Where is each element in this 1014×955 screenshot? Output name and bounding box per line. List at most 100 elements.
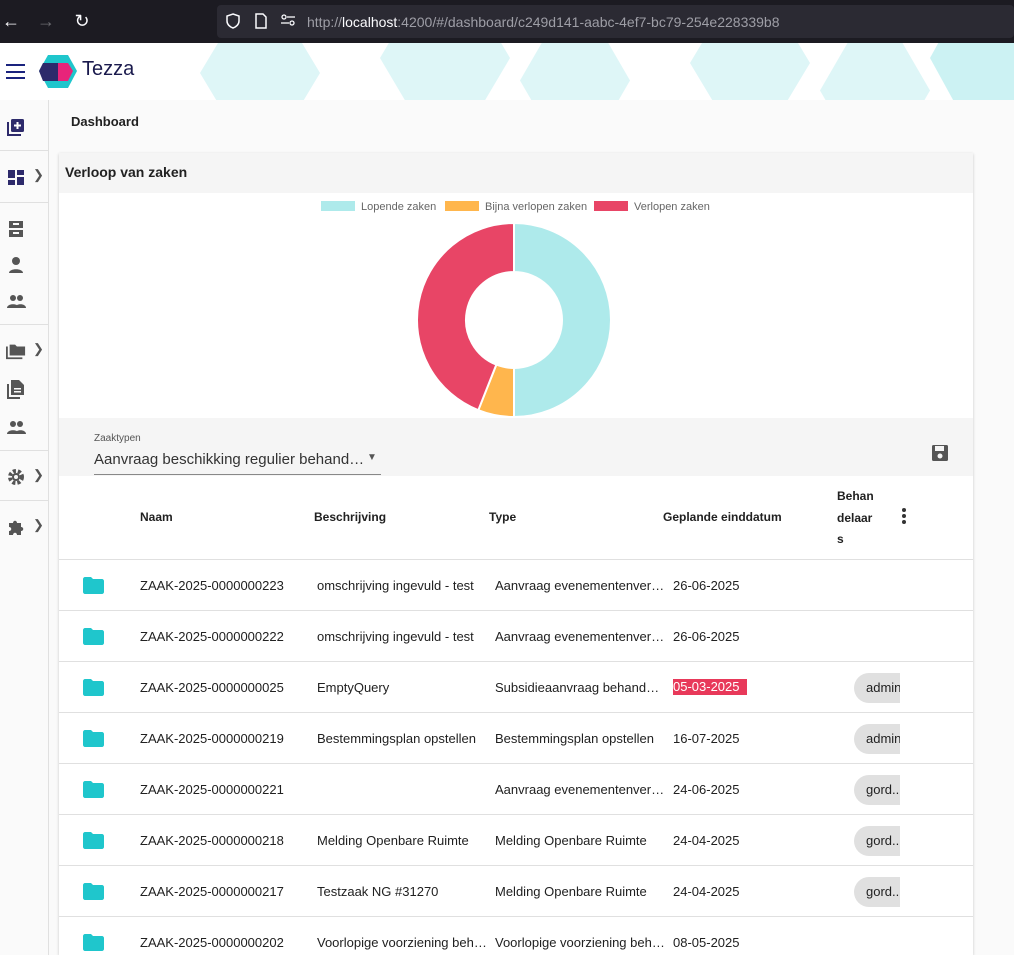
address-bar[interactable]: http://localhost:4200/#/dashboard/c249d1… [217, 5, 1014, 38]
shield-icon[interactable] [224, 13, 242, 31]
zaaktypen-select[interactable]: Aanvraag beschikking regulier behand… [94, 451, 365, 468]
donut-chart [416, 221, 612, 419]
column-menu-icon[interactable] [899, 508, 909, 526]
url-text[interactable]: http://localhost:4200/#/dashboard/c249d1… [307, 14, 780, 30]
table-row[interactable]: ZAAK-2025-0000000219 Bestemmingsplan opst… [59, 713, 973, 764]
chevron-right-icon: ❯ [33, 467, 44, 482]
browser-toolbar: ← → ↻ http://localhost:4200/#/dashboard/… [0, 0, 1014, 43]
sidebar-divider [0, 500, 49, 501]
behandelaar-chip[interactable]: gord.. [854, 775, 900, 805]
chevron-right-icon: ❯ [33, 517, 44, 532]
cell-einddatum: 16-07-2025 [673, 731, 740, 746]
cell-naam: ZAAK-2025-0000000222 [140, 629, 284, 644]
behandelaar-chip[interactable]: admin [854, 673, 900, 703]
table-row[interactable]: ZAAK-2025-0000000217 Testzaak NG #31270 Me… [59, 866, 973, 917]
back-arrow-icon[interactable]: ← [2, 11, 20, 31]
cell-beschrijving: Voorlopige voorziening behandelen [317, 935, 487, 950]
legend-swatch [321, 201, 355, 211]
sidebar-item-dashboard[interactable]: ❯ [0, 162, 49, 192]
legend-item[interactable]: Bijna verlopen zaken [445, 201, 587, 215]
legend-label: Lopende zaken [361, 201, 437, 213]
cell-type: Melding Openbare Ruimte [495, 833, 647, 848]
card-header: Verloop van zaken [59, 153, 973, 193]
documents-icon [7, 380, 24, 399]
legend-item[interactable]: Lopende zaken [321, 201, 436, 215]
sidebar: ❯ ❯ ❯ ❯ [0, 100, 49, 955]
folder-icon[interactable] [83, 883, 104, 900]
add-library-icon [7, 119, 24, 136]
header-einddatum[interactable]: Geplande einddatum [663, 510, 782, 524]
cell-naam: ZAAK-2025-0000000218 [140, 833, 284, 848]
folder-icon[interactable] [83, 577, 104, 594]
permissions-icon[interactable] [279, 13, 297, 31]
header-type[interactable]: Type [489, 510, 517, 524]
chart-legend: Lopende zaken Bijna verlopen zaken Verlo… [59, 201, 973, 215]
legend-label: Verlopen zaken [634, 201, 710, 213]
sidebar-item-extensions[interactable]: ❯ [0, 512, 49, 542]
table-row[interactable]: ZAAK-2025-0000000202 Voorlopige voorzieni… [59, 917, 973, 955]
cell-beschrijving: Bestemmingsplan opstellen [317, 731, 476, 746]
header-beschrijving[interactable]: Beschrijving [314, 510, 387, 524]
reload-icon[interactable]: ↻ [74, 11, 90, 31]
donut-slice[interactable] [513, 221, 612, 419]
table-row[interactable]: ZAAK-2025-0000000025 EmptyQuery Subsidieaa… [59, 662, 973, 713]
cell-einddatum: 24-04-2025 [673, 884, 740, 899]
sidebar-item-settings[interactable]: ❯ [0, 462, 49, 492]
folder-icon[interactable] [83, 934, 104, 951]
breadcrumb: Dashboard [49, 100, 1014, 144]
sidebar-item-documenten[interactable] [0, 374, 49, 404]
table-header: Naam Beschrijving Type Geplande einddatu… [59, 476, 973, 560]
table-row[interactable]: ZAAK-2025-0000000218 Melding Openbare Rui… [59, 815, 973, 866]
cell-einddatum: 26-06-2025 [673, 578, 740, 593]
puzzle-icon [9, 520, 24, 535]
forward-arrow-icon[interactable]: → [37, 11, 55, 31]
folder-icon[interactable] [83, 832, 104, 849]
sidebar-divider [0, 450, 49, 451]
inbox-icon [9, 221, 23, 237]
header-hex-pattern [200, 43, 320, 100]
folder-icon[interactable] [83, 628, 104, 645]
legend-item[interactable]: Verlopen zaken [594, 201, 710, 215]
header-hex-pattern [520, 43, 630, 100]
header-naam[interactable]: Naam [140, 510, 173, 524]
sidebar-item-ontkoppelde[interactable] [0, 412, 49, 442]
cell-type: Aanvraag evenementenvergunning [495, 629, 666, 644]
cell-naam: ZAAK-2025-0000000223 [140, 578, 284, 593]
page-icon[interactable] [252, 13, 270, 31]
chevron-right-icon: ❯ [33, 341, 44, 356]
brand-name: Tezza [82, 58, 135, 80]
gear-icon [8, 469, 24, 485]
folder-icon[interactable] [83, 781, 104, 798]
donut-slice[interactable] [416, 221, 515, 412]
behandelaar-chip[interactable]: gord.. [854, 826, 900, 856]
select-underline [94, 474, 381, 475]
sidebar-item-inbox[interactable] [0, 214, 49, 244]
header-behandelaars[interactable]: Behandelaars [837, 489, 874, 546]
save-icon[interactable] [925, 438, 955, 468]
cell-type: Subsidieaanvraag behandelen [495, 680, 666, 695]
cell-einddatum: 08-05-2025 [673, 935, 740, 950]
group-icon [7, 295, 26, 308]
sidebar-item-group-work[interactable] [0, 286, 49, 316]
folder-icon[interactable] [83, 679, 104, 696]
dropdown-arrow-icon[interactable]: ▼ [367, 452, 377, 463]
cell-type: Voorlopige voorziening behandelen [495, 935, 666, 950]
table-row[interactable]: ZAAK-2025-0000000221 Aanvraag evenementen… [59, 764, 973, 815]
table-row[interactable]: ZAAK-2025-0000000222 omschrijving ingevul… [59, 611, 973, 662]
folder-icon[interactable] [83, 730, 104, 747]
behandelaar-chip[interactable]: admin [854, 724, 900, 754]
sidebar-divider [0, 150, 49, 151]
sidebar-item-my-work[interactable] [0, 250, 49, 280]
cell-naam: ZAAK-2025-0000000217 [140, 884, 284, 899]
cell-type: Bestemmingsplan opstellen [495, 731, 654, 746]
cell-beschrijving: Testzaak NG #31270 [317, 884, 439, 899]
behandelaar-chip[interactable]: gord.. [854, 877, 900, 907]
table-row[interactable]: ZAAK-2025-0000000223 omschrijving ingevul… [59, 560, 973, 611]
menu-icon[interactable] [6, 64, 25, 79]
group-icon [7, 421, 26, 434]
chevron-right-icon: ❯ [33, 167, 44, 182]
cell-einddatum: 26-06-2025 [673, 629, 740, 644]
sidebar-item-new-zaak[interactable] [0, 112, 49, 142]
cell-type: Aanvraag evenementenvergunning [495, 782, 666, 797]
sidebar-item-zaken[interactable]: ❯ [0, 336, 49, 366]
